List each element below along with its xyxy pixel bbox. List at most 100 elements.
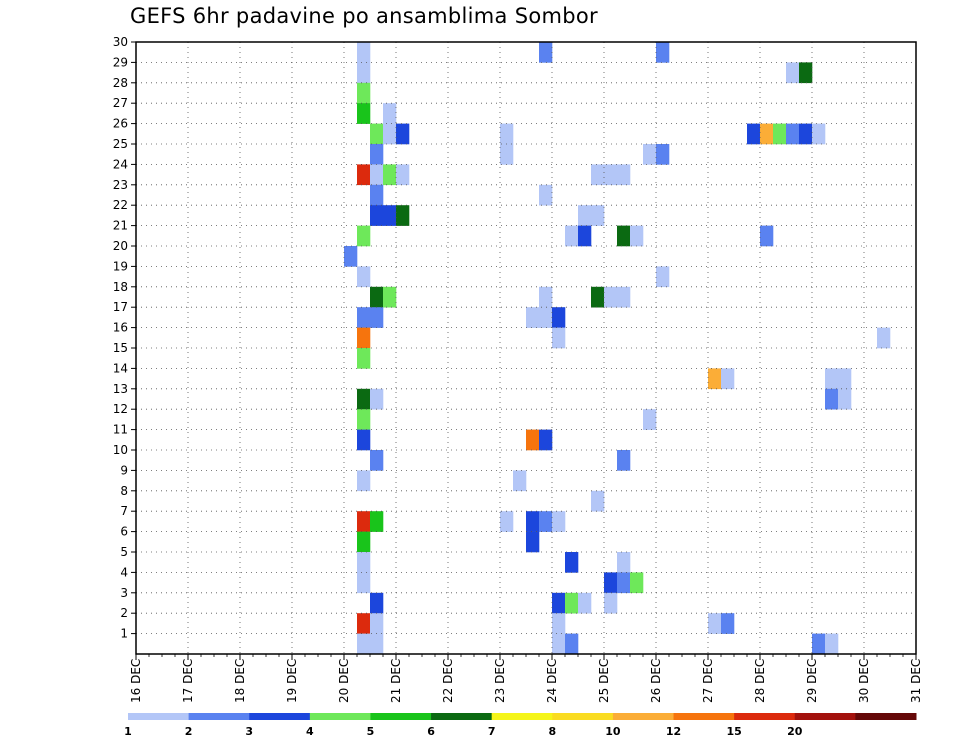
precip-cell <box>552 327 566 349</box>
x-tick-label: 31 DEC <box>909 659 923 703</box>
x-tick-label: 23 DEC <box>493 659 507 703</box>
precip-cell <box>383 103 397 124</box>
precip-cell <box>591 490 605 512</box>
precip-cell <box>357 511 371 532</box>
colorbar-label: 12 <box>666 725 681 738</box>
y-tick-label: 18 <box>113 280 128 294</box>
precip-cell <box>565 552 579 573</box>
colorbar-swatch <box>734 713 796 720</box>
y-tick-label: 5 <box>120 545 128 559</box>
x-axis-ticks: 16 DEC 17 DEC 18 DEC 19 DEC 20 DEC 21 DEC 22 D… <box>129 654 923 703</box>
x-tick-label: 16 DEC <box>129 659 143 703</box>
precip-cell <box>747 123 761 145</box>
precip-cell <box>357 62 371 84</box>
precip-cell <box>539 429 553 451</box>
precip-cell <box>656 266 670 288</box>
colorbar-label: 8 <box>548 725 556 738</box>
colorbar-label: 5 <box>367 725 375 738</box>
precip-cell <box>539 511 553 532</box>
y-tick-label: 16 <box>113 321 128 335</box>
precip-cell <box>760 225 774 247</box>
precip-cell <box>565 592 579 614</box>
y-tick-label: 7 <box>120 504 128 518</box>
y-tick-label: 25 <box>113 137 128 151</box>
colorbar-label: 15 <box>726 725 741 738</box>
precip-cell <box>526 511 540 532</box>
precip-cell <box>370 184 384 206</box>
precip-cell <box>370 144 384 165</box>
colorbar-swatch <box>855 713 917 720</box>
precip-cell <box>526 307 540 328</box>
precip-cell <box>396 205 410 226</box>
x-tick-label: 22 DEC <box>441 659 455 703</box>
precip-cell <box>370 450 384 471</box>
precip-cell <box>370 511 384 532</box>
colorbar-swatch <box>431 713 493 720</box>
colorbar-label: 3 <box>245 725 253 738</box>
colorbar-label: 10 <box>605 725 621 738</box>
y-tick-label: 29 <box>113 55 128 69</box>
y-tick-label: 10 <box>113 443 128 457</box>
colorbar-swatch <box>249 713 311 720</box>
precip-cell <box>825 388 839 410</box>
y-axis-ticks: 1234567891011121314151617181920212223242… <box>113 35 136 641</box>
precip-cell <box>357 225 371 247</box>
precip-cell <box>383 123 397 145</box>
precip-cell <box>370 592 384 614</box>
precip-cell <box>812 633 826 655</box>
colorbar-swatch <box>794 713 856 720</box>
grid-lines <box>136 42 916 654</box>
precip-cell <box>578 592 592 614</box>
colorbar-swatch <box>491 713 553 720</box>
precip-cell <box>539 42 553 63</box>
precip-cell <box>357 531 371 553</box>
y-tick-label: 17 <box>113 300 128 314</box>
precip-cell <box>721 613 735 634</box>
precip-cell <box>552 613 566 634</box>
precip-cell <box>578 205 592 226</box>
precip-cell <box>604 286 618 308</box>
y-tick-label: 26 <box>113 117 128 131</box>
precip-cell <box>370 307 384 328</box>
precip-cell <box>721 368 735 390</box>
precip-cell <box>357 348 371 369</box>
precip-cell <box>357 82 371 104</box>
precip-cell <box>357 164 371 186</box>
colorbar-swatch <box>673 713 735 720</box>
colorbar-label: 1 <box>124 725 132 738</box>
precip-cell <box>370 123 384 145</box>
precip-cell <box>383 164 397 186</box>
precip-cell <box>370 205 384 226</box>
precip-cell <box>617 552 631 573</box>
precip-cell <box>539 307 553 328</box>
y-tick-label: 28 <box>113 76 128 90</box>
precip-cell <box>617 225 631 247</box>
precip-cell <box>565 633 579 655</box>
y-tick-label: 24 <box>113 157 128 171</box>
precip-cell <box>357 613 371 634</box>
precip-cell <box>877 327 891 349</box>
precip-cell <box>370 164 384 186</box>
colorbar-swatch <box>128 713 190 720</box>
precip-cell <box>708 368 722 390</box>
precip-cell <box>357 552 371 573</box>
precip-cell <box>591 164 605 186</box>
precip-cell <box>370 286 384 308</box>
colorbar-swatch <box>370 713 432 720</box>
precip-cell <box>357 470 371 492</box>
precip-cell <box>786 62 800 84</box>
precip-cell <box>799 123 813 145</box>
precip-cell <box>604 592 618 614</box>
precip-cell <box>344 246 358 267</box>
precip-cell <box>370 633 384 655</box>
y-tick-label: 14 <box>113 361 128 375</box>
x-tick-label: 24 DEC <box>545 659 559 703</box>
precip-cell <box>630 225 644 247</box>
precip-cell <box>357 633 371 655</box>
precip-cell <box>526 429 540 451</box>
chart-title: GEFS 6hr padavine po ansamblima Sombor <box>130 4 598 28</box>
precip-cell <box>539 184 553 206</box>
x-tick-label: 26 DEC <box>649 659 663 703</box>
precip-cell <box>591 205 605 226</box>
